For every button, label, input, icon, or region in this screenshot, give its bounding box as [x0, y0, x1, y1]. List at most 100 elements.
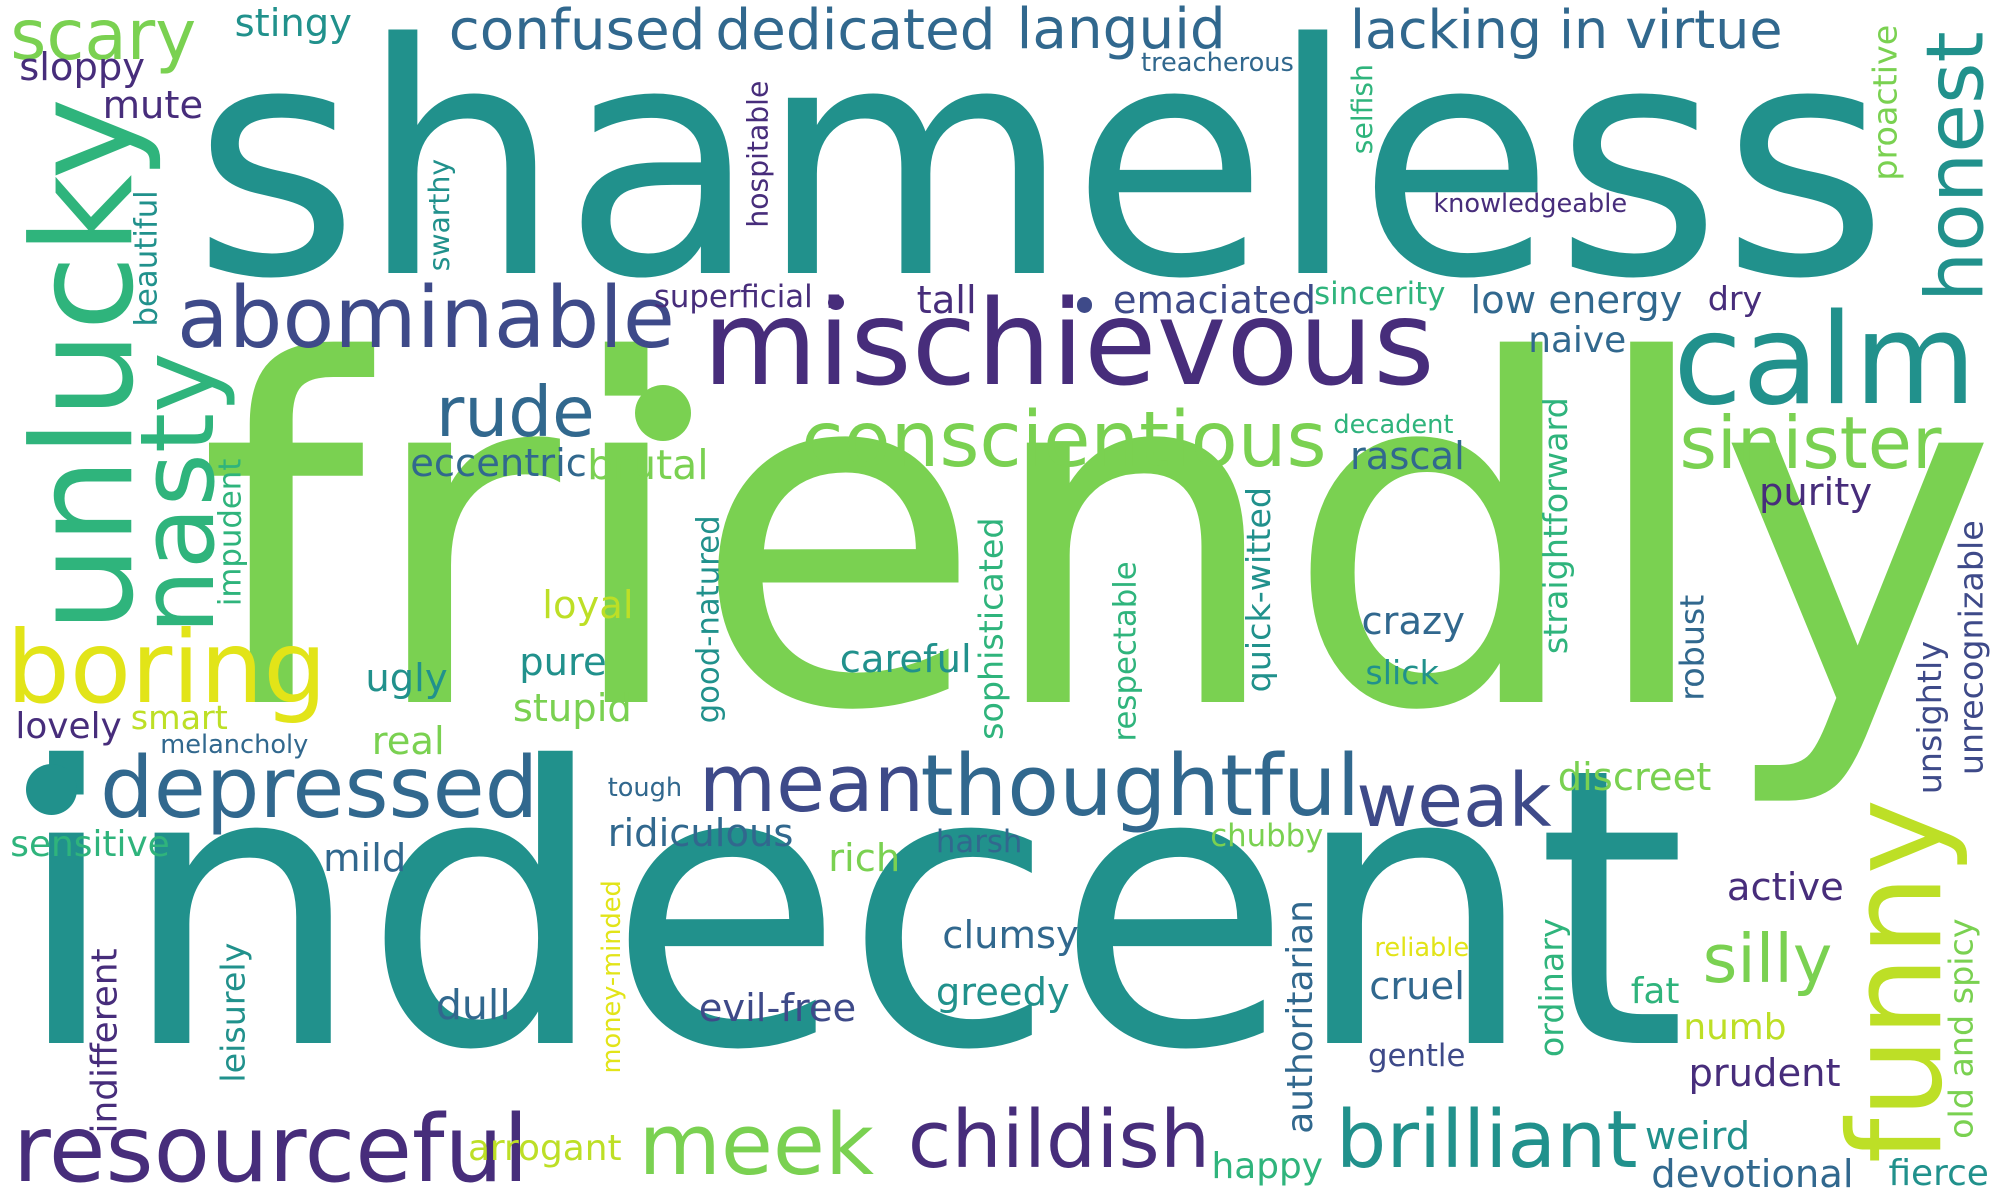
decorative-dot — [828, 294, 844, 311]
word-discreet: discreet — [1557, 754, 1712, 800]
word-childish: childish — [907, 1093, 1211, 1186]
word-shameless: shameless — [192, 0, 1889, 349]
word-real: real — [371, 719, 445, 765]
word-superficial: superficial — [653, 279, 813, 316]
word-lacking-in-virtue: lacking in virtue — [1350, 0, 1783, 61]
word-straightforward: straightforward — [1535, 397, 1575, 655]
word-friendly: friendly — [198, 262, 1998, 815]
word-harsh: harsh — [935, 823, 1023, 860]
word-ugly: ugly — [365, 656, 448, 702]
word-proactive: proactive — [1864, 24, 1904, 181]
word-depressed: depressed — [100, 738, 539, 838]
word-scary: scary — [10, 0, 197, 76]
decorative-dot — [25, 764, 77, 816]
word-melancholy: melancholy — [160, 730, 309, 761]
word-silly: silly — [1702, 919, 1833, 998]
word-loyal: loyal — [542, 583, 634, 629]
word-brilliant: brilliant — [1335, 1093, 1638, 1186]
word-treacherous: treacherous — [1141, 48, 1294, 79]
word-emaciated: emaciated — [1112, 278, 1317, 324]
word-languid: languid — [1016, 0, 1226, 62]
word-stupid: stupid — [512, 685, 632, 731]
word-authoritarian: authoritarian — [1280, 899, 1322, 1134]
word-slick: slick — [1365, 653, 1439, 693]
word-happy: happy — [1211, 1145, 1324, 1187]
word-abominable: abominable — [176, 267, 675, 367]
word-naive: naive — [1528, 320, 1627, 362]
decorative-dot — [1076, 297, 1093, 313]
word-numb: numb — [1683, 1007, 1787, 1049]
word-knowledgeable: knowledgeable — [1433, 189, 1628, 220]
word-selfish: selfish — [1345, 63, 1379, 155]
word-purity: purity — [1758, 470, 1873, 516]
word-chubby: chubby — [1210, 817, 1324, 854]
decorative-dot — [634, 384, 692, 442]
word-robust: robust — [1672, 594, 1712, 701]
word-sensitive: sensitive — [10, 823, 170, 865]
word-resourceful: resourceful — [12, 1094, 529, 1200]
word-rascal: rascal — [1350, 434, 1465, 480]
word-confused: confused — [448, 0, 706, 63]
word-tough: tough — [607, 772, 683, 803]
word-fierce: fierce — [1888, 1153, 1989, 1195]
word-beautiful: beautiful — [129, 190, 166, 327]
word-clumsy: clumsy — [942, 912, 1079, 958]
word-mild: mild — [323, 835, 407, 881]
word-low-energy: low energy — [1470, 278, 1683, 324]
word-meek: meek — [638, 1094, 874, 1194]
word-fat: fat — [1630, 971, 1680, 1013]
word-boring: boring — [6, 608, 327, 726]
word-sincerity: sincerity — [1314, 276, 1446, 313]
word-dedicated: dedicated — [715, 0, 996, 63]
word-pure: pure — [519, 639, 607, 685]
word-unsightly: unsightly — [1909, 641, 1949, 795]
word-dull: dull — [435, 980, 511, 1029]
word-impudent: impudent — [212, 458, 249, 606]
word-active: active — [1726, 865, 1844, 911]
word-evil-free: evil-free — [698, 985, 857, 1031]
word-leisurely: leisurely — [213, 942, 253, 1083]
word-indecent: indecent — [12, 685, 1687, 1134]
word-old-and-spicy: old and spicy — [1941, 918, 1981, 1139]
word-gentle: gentle — [1367, 1038, 1466, 1075]
word-mute: mute — [102, 83, 204, 129]
word-respectable: respectable — [1107, 561, 1144, 742]
word-sinister: sinister — [1679, 400, 1942, 485]
word-reliable: reliable — [1374, 932, 1470, 963]
word-eccentric: eccentric — [410, 440, 587, 486]
word-unrecognizable: unrecognizable — [1952, 520, 1992, 775]
word-weird: weird — [1644, 1113, 1751, 1159]
word-cruel: cruel — [1369, 963, 1465, 1009]
word-dry: dry — [1707, 279, 1763, 319]
word-smart: smart — [130, 698, 228, 738]
word-rich: rich — [828, 835, 901, 881]
word-ordinary: ordinary — [1531, 917, 1571, 1057]
word-swarthy: swarthy — [422, 159, 456, 272]
word-good-natured: good-natured — [690, 515, 727, 724]
word-calm: calm — [1673, 286, 1977, 434]
word-devotional: devotional — [1651, 1152, 1854, 1198]
word-sloppy: sloppy — [19, 44, 146, 90]
word-careful: careful — [839, 637, 972, 683]
word-arrogant: arrogant — [467, 1127, 622, 1169]
word-weak: weak — [1356, 757, 1552, 845]
word-rude: rude — [435, 373, 595, 454]
word-mischievous: mischievous — [702, 274, 1435, 412]
word-lovely: lovely — [15, 705, 122, 747]
word-hospitable: hospitable — [741, 80, 775, 228]
word-quick-witted: quick-witted — [1239, 487, 1279, 693]
word-ridiculous: ridiculous — [607, 811, 794, 857]
word-crazy: crazy — [1361, 598, 1465, 644]
word-decadent: decadent — [1333, 409, 1454, 440]
word-stingy: stingy — [234, 1, 352, 47]
word-brutal: brutal — [587, 440, 709, 489]
word-sophisticated: sophisticated — [971, 517, 1011, 740]
word-prudent: prudent — [1688, 1051, 1841, 1097]
word-mean: mean — [698, 736, 925, 830]
word-honest: honest — [1908, 31, 2000, 303]
word-money-minded: money-minded — [597, 880, 628, 1074]
word-thoughtful: thoughtful — [920, 735, 1361, 835]
word-indifferent: indifferent — [84, 948, 126, 1134]
word-greedy: greedy — [935, 970, 1070, 1016]
